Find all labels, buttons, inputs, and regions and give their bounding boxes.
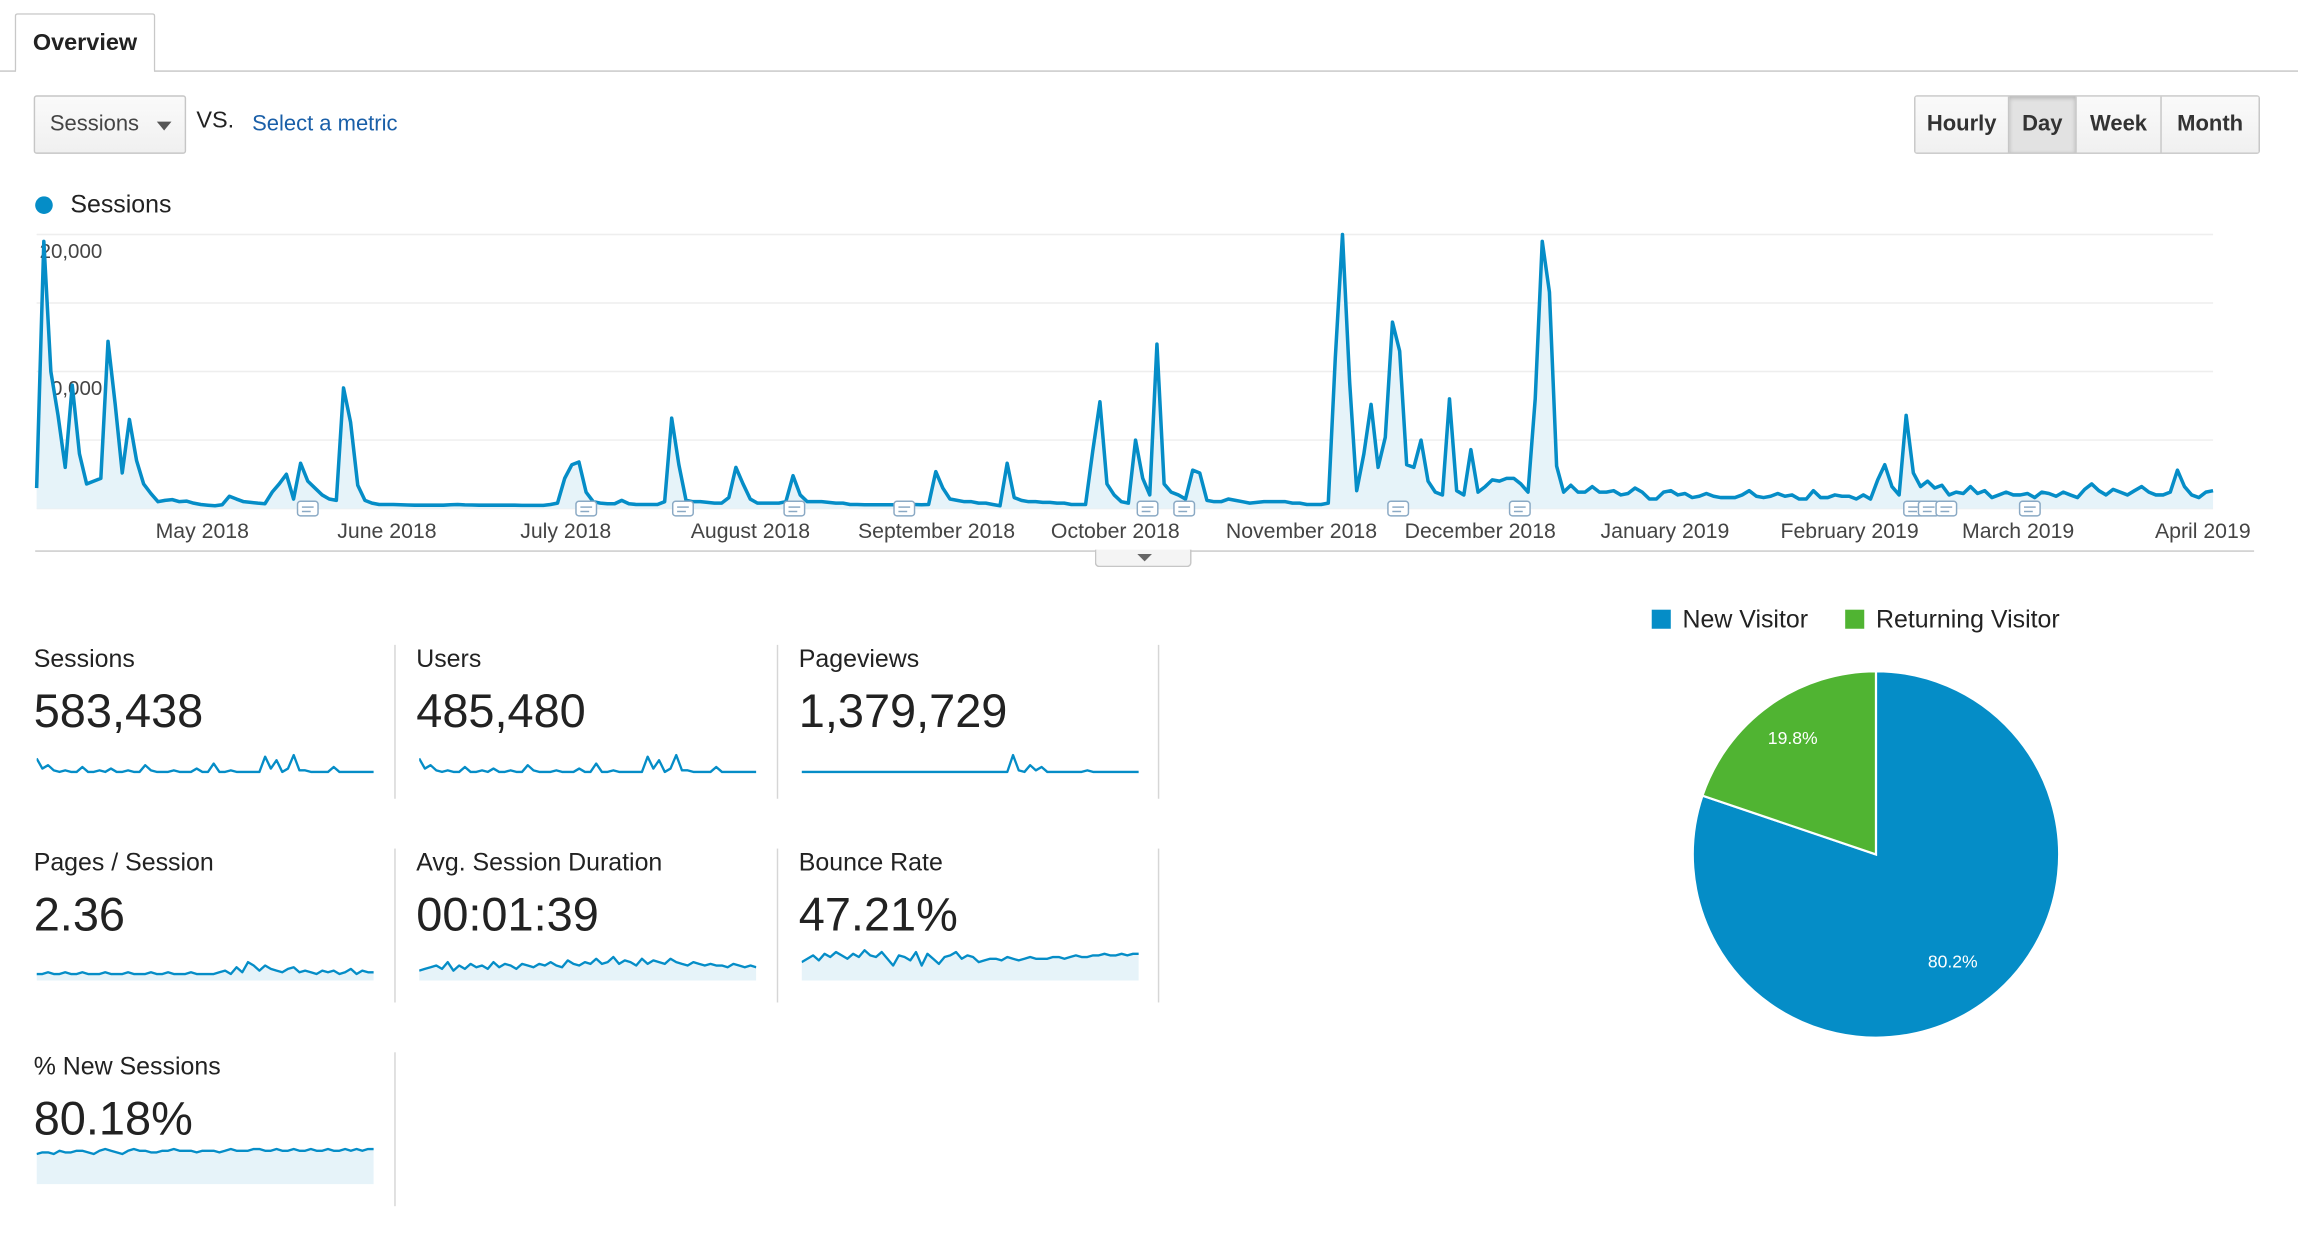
sparkline-area: [36, 962, 374, 981]
scorecard-pageviews[interactable]: Pageviews 1,379,729: [799, 645, 1151, 800]
x-tick-label: February 2019: [1780, 519, 1918, 543]
legend-label-new: New Visitor: [1682, 605, 1809, 634]
hourly-button[interactable]: Hourly: [1915, 96, 2008, 153]
legend-swatch-returning: [1845, 609, 1865, 629]
sparkline-line: [36, 1147, 374, 1156]
column-divider: [1157, 644, 1160, 799]
scorecard-pages-per-session[interactable]: Pages / Session 2.36: [34, 849, 386, 1004]
scorecard-title: % New Sessions: [33, 1052, 221, 1081]
sparkline-new-sessions: [36, 1147, 374, 1185]
sparkline-area: [419, 957, 757, 981]
annotation-icon: [893, 500, 916, 517]
column-divider: [776, 848, 779, 1003]
scorecard-value: 583,438: [33, 684, 204, 738]
period-toggle: Hourly Day Week Month: [1914, 95, 2260, 154]
sparkline-area: [36, 1149, 374, 1185]
x-tick-label: June 2018: [337, 519, 436, 543]
week-button[interactable]: Week: [2075, 96, 2161, 153]
column-divider: [394, 1052, 396, 1207]
day-button[interactable]: Day: [2007, 96, 2076, 153]
sparkline-sessions: [36, 753, 374, 774]
scorecard-title: Pages / Session: [33, 848, 214, 877]
legend-label-returning: Returning Visitor: [1875, 605, 2060, 634]
y-tick-label: 20,000: [40, 240, 103, 263]
sparkline-line: [36, 960, 374, 976]
tab-bar-divider: [0, 70, 2298, 72]
annotation-icon: [1136, 500, 1159, 517]
x-tick-label: September 2018: [858, 519, 1015, 543]
sparkline-line: [419, 955, 757, 972]
chart-expand-handle[interactable]: [1094, 549, 1192, 568]
annotation-icon: [1173, 500, 1196, 517]
visitor-type-pie-chart[interactable]: 80.2% 19.8%: [1685, 664, 2066, 1045]
legend-swatch-new: [1651, 609, 1671, 629]
x-tick-label: January 2019: [1601, 519, 1730, 543]
x-tick-label: November 2018: [1226, 519, 1377, 543]
scorecard-value: 80.18%: [33, 1091, 193, 1145]
vs-label: VS.: [196, 108, 235, 134]
scorecard-sessions[interactable]: Sessions 583,438: [34, 645, 386, 800]
column-divider: [1157, 848, 1160, 1003]
sparkline-bounce-rate: [801, 949, 1139, 981]
metric-selector[interactable]: Sessions: [33, 95, 187, 154]
column-divider: [394, 644, 396, 799]
month-button[interactable]: Month: [2160, 96, 2259, 153]
sparkline-line: [36, 753, 374, 774]
x-tick-label: October 2018: [1051, 519, 1180, 543]
annotation-icon: [575, 500, 598, 517]
scorecard-bounce-rate[interactable]: Bounce Rate 47.21%: [799, 849, 1151, 1004]
scorecard-value: 47.21%: [798, 888, 958, 941]
legend-new-visitor[interactable]: New Visitor: [1651, 605, 1809, 634]
annotation-icon: [1387, 500, 1410, 517]
annotation-icon: [783, 500, 806, 517]
column-divider: [776, 644, 779, 799]
pie-slice-returning-visitor: [1701, 670, 1878, 856]
sparkline-avg-session-duration: [419, 955, 757, 981]
scorecard-value: 485,480: [416, 684, 586, 738]
scorecard-title: Users: [416, 644, 482, 673]
sessions-line: [34, 232, 2214, 508]
x-tick-label: May 2018: [156, 519, 249, 543]
scorecard-value: 2.36: [33, 888, 125, 941]
sparkline-line: [801, 753, 1139, 774]
scorecard-title: Pageviews: [798, 644, 920, 673]
sessions-legend-dot: [35, 196, 53, 214]
scorecard-avg-session-duration[interactable]: Avg. Session Duration 00:01:39: [416, 849, 768, 1004]
annotation-icon: [1935, 500, 1958, 517]
select-metric-link[interactable]: Select a metric: [252, 111, 398, 137]
scorecard-title: Sessions: [33, 644, 135, 673]
tab-overview[interactable]: Overview: [14, 13, 156, 72]
annotation-icon: [2018, 500, 2041, 517]
scorecard-value: 1,379,729: [798, 684, 1008, 738]
annotation-icon: [296, 500, 319, 517]
x-tick-label: July 2018: [520, 519, 611, 543]
sparkline-pageviews: [801, 753, 1139, 774]
sparkline-pages-per-session: [36, 960, 374, 981]
metric-selector-value: Sessions: [49, 111, 140, 137]
scorecard-title: Avg. Session Duration: [416, 848, 663, 877]
pie-slice-label: 80.2%: [1928, 951, 1978, 971]
pie-slice-label: 19.8%: [1768, 728, 1818, 748]
scorecard-title: Bounce Rate: [798, 848, 943, 877]
chevron-down-icon: [156, 121, 172, 131]
x-tick-label: March 2019: [1962, 519, 2074, 543]
annotation-icon: [671, 500, 694, 517]
scorecard-value: 00:01:39: [416, 888, 599, 941]
x-tick-label: April 2019: [2155, 519, 2251, 543]
sessions-legend-label: Sessions: [70, 190, 172, 219]
scorecard-users[interactable]: Users 485,480: [416, 645, 768, 800]
x-tick-label: December 2018: [1405, 519, 1556, 543]
scorecard-new-sessions[interactable]: % New Sessions 80.18%: [34, 1052, 386, 1207]
sparkline-users: [419, 753, 757, 774]
legend-returning-visitor[interactable]: Returning Visitor: [1845, 605, 2060, 634]
sparkline-line: [419, 753, 757, 774]
annotation-icon: [1508, 500, 1531, 517]
column-divider: [394, 848, 396, 1003]
x-tick-label: August 2018: [691, 519, 810, 543]
sparkline-line: [801, 949, 1139, 967]
